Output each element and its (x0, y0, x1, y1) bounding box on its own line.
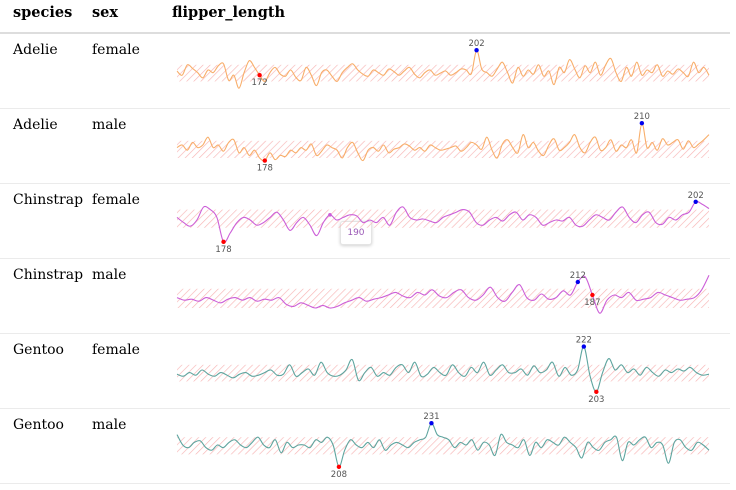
min-value-point (262, 158, 268, 163)
sparkline-series (176, 49, 710, 89)
flipper-length-sparkline[interactable]: 172 202 (175, 36, 715, 106)
reference-band (177, 288, 709, 308)
max-value-label: 222 (576, 336, 592, 346)
max-value-label: 210 (634, 112, 650, 122)
flipper-length-sparkline[interactable]: 187 212 (175, 261, 715, 331)
min-value-point (257, 73, 262, 78)
cell-species: Chinstrap (13, 192, 84, 208)
cell-sex: female (92, 192, 140, 208)
cell-sex: female (92, 342, 140, 358)
max-value-point (474, 48, 479, 53)
min-value-point (336, 464, 342, 470)
flipper-length-sparkline[interactable]: 178 210 (175, 111, 715, 181)
flipper-length-sparkline[interactable]: 203 222 (175, 336, 715, 406)
max-value-point (693, 199, 698, 204)
cell-species: Gentoo (13, 417, 64, 433)
sparkline-series (176, 346, 710, 393)
cell-species: Adelie (13, 42, 58, 58)
max-value-point (581, 344, 587, 349)
max-value-point (575, 279, 581, 285)
min-value-label: 203 (588, 395, 604, 405)
max-value-point (639, 120, 645, 126)
table-row: Gentoo female 203 222 (0, 333, 730, 409)
min-value-label: 187 (584, 298, 600, 308)
table-row: Gentoo male 208 231 (0, 408, 730, 484)
cell-species: Chinstrap (13, 267, 84, 283)
max-value-point (429, 420, 434, 426)
cell-species: Adelie (13, 117, 58, 133)
flipper-length-sparkline[interactable]: 208 231 (175, 411, 715, 481)
cell-sex: female (92, 42, 140, 58)
max-value-label: 231 (423, 412, 439, 422)
table-row: Chinstrap female 190 178 202 (0, 183, 730, 259)
table-row: Chinstrap male 187 212 (0, 258, 730, 334)
reference-band (177, 364, 709, 382)
min-value-point (590, 292, 595, 298)
min-value-label: 178 (257, 164, 273, 174)
max-value-label: 202 (468, 39, 484, 49)
table-header: species sex flipper_length (0, 0, 730, 34)
max-value-label: 212 (570, 271, 586, 281)
sparkline-series (176, 422, 710, 468)
penguin-table: species sex flipper_length Adelie female 1… (0, 0, 730, 484)
reference-band (177, 209, 709, 228)
cell-species: Gentoo (13, 342, 64, 358)
header-sex[interactable]: sex (92, 4, 119, 21)
min-value-point (221, 239, 226, 245)
min-value-point (594, 389, 599, 395)
hover-point (328, 213, 332, 217)
max-value-label: 202 (688, 191, 704, 201)
header-flipper-length[interactable]: flipper_length (172, 4, 286, 21)
min-value-label: 178 (215, 245, 231, 255)
sparkline-series (176, 274, 710, 314)
sparkline-series (176, 200, 710, 243)
header-species[interactable]: species (13, 4, 73, 21)
min-value-label: 208 (331, 470, 347, 480)
flipper-length-sparkline[interactable]: 178 202 (175, 186, 715, 256)
table-row: Adelie male 178 210 (0, 108, 730, 184)
table-row: Adelie female 172 202 (0, 33, 730, 109)
reference-band (177, 64, 709, 82)
cell-sex: male (92, 417, 127, 433)
cell-sex: male (92, 117, 127, 133)
reference-band (177, 437, 709, 455)
min-value-label: 172 (252, 78, 268, 88)
cell-sex: male (92, 267, 127, 283)
